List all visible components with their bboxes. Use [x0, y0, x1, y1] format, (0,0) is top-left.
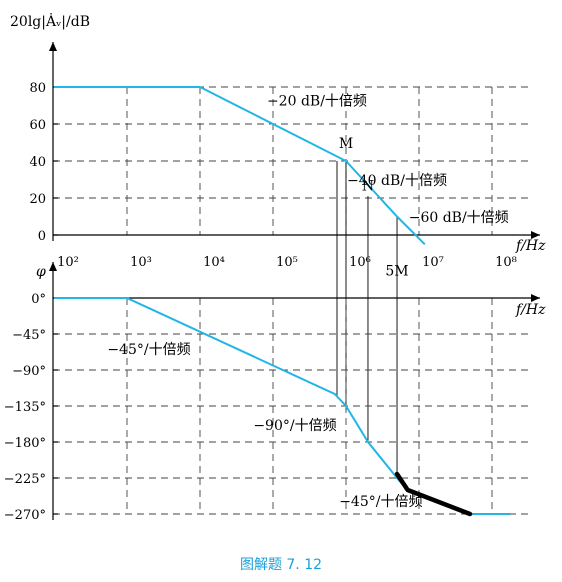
phase-x-arrow — [531, 294, 540, 302]
mag-annotation-4: −60 dB/十倍频 — [409, 210, 509, 226]
mag-x-tick-label: 10⁸ — [495, 255, 517, 270]
mag-y-arrow — [49, 42, 57, 51]
mag-annotation-2: N — [362, 179, 374, 195]
phase-y-tick-label: −135° — [4, 400, 46, 415]
figure-caption: 图解题 7. 12 — [240, 557, 322, 573]
phase-y-tick-label: −180° — [4, 436, 46, 451]
mag-x-tick-label: 10³ — [130, 255, 152, 270]
mag-curve — [54, 86, 426, 246]
phase-y-tick-label: −90° — [12, 364, 46, 379]
mag-y-tick-label: 60 — [29, 118, 46, 133]
mag-x-tick-label: 10⁶ — [349, 255, 371, 270]
mag-y-tick-label: 0 — [38, 229, 46, 244]
mag-x-tick-label: 10⁷ — [422, 255, 444, 270]
mag-x-axis-label: f/Hz — [515, 238, 546, 254]
mag-y-tick-label: 80 — [29, 81, 46, 96]
mag-y-tick-label: 20 — [29, 192, 46, 207]
phase-y-tick-label: −225° — [4, 472, 46, 487]
mag-annotation-5: 5M — [385, 264, 408, 280]
phase-y-arrow — [49, 262, 57, 271]
phase-y-tick-label: −270° — [4, 508, 46, 523]
mag-y-tick-label: 40 — [29, 155, 46, 170]
phase-y-axis-label: φ — [36, 264, 46, 280]
mag-x-arrow — [531, 231, 540, 239]
phase-y-tick-label: −45° — [12, 328, 46, 343]
phase-annotation-2: −45°/十倍频 — [339, 494, 422, 510]
plot-layer: 0 20 40 60 80 10² 10³ 10⁴ 10⁵ 10⁶ 10⁷ 10⁸ 20lg|Ȧᵥ|/d… — [4, 12, 546, 523]
mag-annotation-3: −40 dB/十倍频 — [347, 173, 447, 189]
mag-x-tick-label: 10⁴ — [203, 255, 225, 270]
phase-x-axis-label: f/Hz — [515, 302, 546, 318]
phase-annotation-0: −45°/十倍频 — [107, 342, 190, 358]
phase-highlight-stroke — [394, 471, 473, 517]
mag-x-tick-label: 10⁵ — [276, 255, 298, 270]
mag-annotation-1: M — [339, 136, 353, 152]
mag-annotation-0: −20 dB/十倍频 — [267, 94, 367, 110]
mag-x-tick-label: 10² — [57, 255, 79, 270]
phase-annotation-1: −90°/十倍频 — [253, 418, 336, 434]
phase-y-tick-label: 0° — [31, 292, 46, 307]
mag-y-axis-label: 20lg|Ȧᵥ|/dB — [10, 12, 90, 30]
